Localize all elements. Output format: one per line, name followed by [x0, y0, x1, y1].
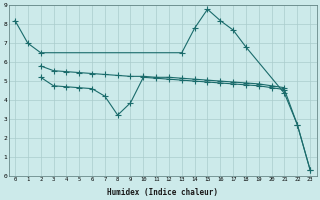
X-axis label: Humidex (Indice chaleur): Humidex (Indice chaleur): [107, 188, 218, 197]
